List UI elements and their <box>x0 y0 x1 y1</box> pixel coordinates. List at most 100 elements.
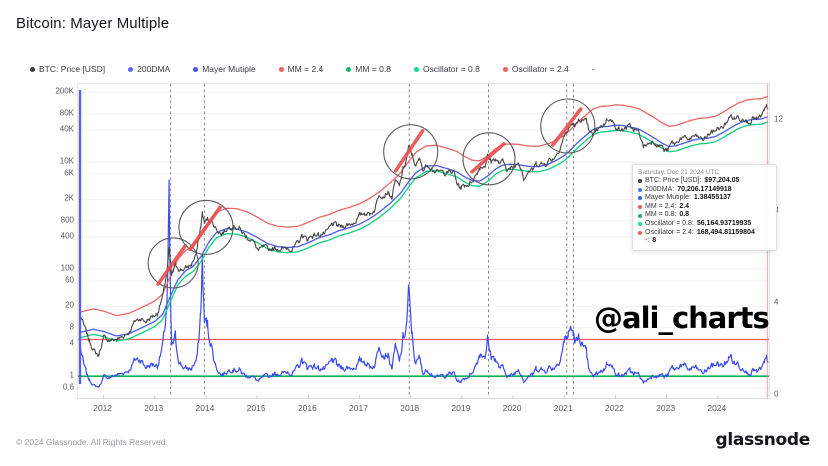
tooltip-dot-placeholder <box>638 239 642 243</box>
legend-item-4[interactable]: MM = 0.8 <box>346 64 391 74</box>
x-axis-tick-label: 2013 <box>144 403 164 413</box>
annotation-circle <box>383 124 439 180</box>
y-axis-right-tick-label: 12 <box>774 114 783 124</box>
tooltip-row: MM = 2.4: 2.4 <box>638 203 770 212</box>
y-axis-left-tick-label: 2K <box>64 193 74 203</box>
y-axis-left-tick-label: 40K <box>59 124 74 134</box>
annotation-trend-segment <box>156 244 187 286</box>
tooltip-value: 70,206.17149918 <box>677 185 732 193</box>
legend-item-label: Oscillator = 2.4 <box>511 64 569 74</box>
legend-item-label: MM = 2.4 <box>287 64 324 74</box>
y-axis-left-tick-label: 200K <box>55 86 74 96</box>
mayer-multiple-line <box>79 179 769 388</box>
tooltip-dot-icon <box>638 222 642 227</box>
tooltip-row: BTC: Price [USD]: $97,204.05 <box>638 177 770 186</box>
y-axis-left-tick-label: 4 <box>69 338 74 348</box>
tooltip-label: BTC: Price [USD]: <box>645 177 702 184</box>
tooltip-value: 0.8 <box>679 211 690 219</box>
y-axis-left-tick-label: 20 <box>65 300 74 310</box>
btc-price-line <box>79 104 769 358</box>
legend-item-1[interactable]: 200DMA <box>128 64 170 74</box>
tooltip-label: -: <box>645 237 650 245</box>
x-axis-tick-label: 2015 <box>246 403 266 413</box>
tooltip-date: Saturday, Dec 21 2024 UTC <box>638 169 720 176</box>
y-axis-left-tick-label: 0.6 <box>62 382 74 392</box>
tooltip-value: 8 <box>652 237 657 245</box>
x-axis-tick-label: 2021 <box>553 403 573 413</box>
y-axis-left-tick-label: 8 <box>69 322 74 332</box>
y-axis-left-tick-label: 800 <box>60 215 74 225</box>
tooltip-label: Oscillator = 0.8: <box>645 219 694 227</box>
legend-item-label: 200DMA <box>137 64 171 74</box>
tooltip-row: MM = 0.8: 0.8 <box>638 211 770 220</box>
y-axis-left-tick-label: 400 <box>60 231 74 241</box>
legend-item-label: Oscillator = 0.8 <box>422 64 480 74</box>
legend-item-7[interactable]: - <box>592 64 595 74</box>
chart-tooltip: Saturday, Dec 21 2024 UTC BTC: Price [US… <box>632 164 777 251</box>
legend-item-6[interactable]: Oscillator = 2.4 <box>502 64 569 74</box>
tooltip-dot-icon <box>638 213 642 218</box>
x-axis-tick-label: 2020 <box>502 403 522 413</box>
annotation-circle <box>540 98 596 154</box>
legend-item-0[interactable]: BTC: Price [USD] <box>30 64 105 74</box>
legend-item-label: - <box>591 64 595 74</box>
legend-item-5[interactable]: Oscillator = 0.8 <box>413 64 480 74</box>
tooltip-row: -: 8 <box>638 237 770 246</box>
x-axis-tick-label: 2024 <box>707 403 727 413</box>
legend-item-label: MM = 0.8 <box>355 64 391 74</box>
tooltip-value: 56,164.93719935 <box>696 219 752 227</box>
tooltip-row: Oscillator = 0.8: 56,164.93719935 <box>638 220 770 229</box>
annotation-trend-segment <box>550 107 583 147</box>
legend-dot-icon <box>193 66 199 72</box>
watermark: @ali_charts <box>594 301 770 335</box>
y-axis-left-tick-label: 60 <box>65 275 74 285</box>
tooltip-label: 200DMA: <box>645 185 675 193</box>
annotation-circle <box>178 199 234 255</box>
legend-dot-icon <box>413 66 419 72</box>
legend-item-3[interactable]: MM = 2.4 <box>278 64 324 74</box>
legend-item-label: BTC: Price [USD] <box>39 64 106 74</box>
x-axis-tick-label: 2018 <box>400 403 420 413</box>
chart-legend: BTC: Price [USD] 200DMA Mayer Mutiple MM = … <box>30 64 818 74</box>
x-axis-tick-label: 2023 <box>656 403 676 413</box>
legend-dot-icon <box>502 66 508 72</box>
y-axis-right-tick-label: 4 <box>774 297 779 307</box>
x-axis-tick-label: 2012 <box>93 403 113 413</box>
legend-dot-icon <box>346 66 352 72</box>
footer-copyright: © 2024 Glassnode. All Rights Reserved. <box>16 437 168 447</box>
annotation-trend-segment <box>470 141 506 174</box>
tooltip-value: $97,204.05 <box>704 177 740 184</box>
tooltip-dot-icon <box>638 230 642 235</box>
tooltip-dot-icon <box>638 179 642 184</box>
tooltip-dot-icon <box>638 196 642 201</box>
legend-item-2[interactable]: Mayer Mutiple <box>193 64 256 74</box>
tooltip-value: 168,494.81159804 <box>696 228 755 236</box>
tooltip-label: Oscillator = 2.4: <box>645 228 694 236</box>
tooltip-dot-icon <box>638 205 642 210</box>
tooltip-dot-icon <box>638 187 642 192</box>
annotation-trend-segment <box>188 205 222 252</box>
tooltip-label: Mayer Mutiple: <box>645 194 691 202</box>
tooltip-value: 1.38455137 <box>693 194 731 202</box>
glassnode-logo: glassnode <box>715 430 811 450</box>
tooltip-row: Mayer Mutiple: 1.38455137 <box>638 194 770 203</box>
annotation-circle <box>147 237 199 289</box>
x-axis-tick-label: 2014 <box>195 403 215 413</box>
tooltip-value: 2.4 <box>679 202 690 210</box>
legend-item-label: Mayer Mutiple <box>202 64 256 74</box>
y-axis-left-tick-label: 100 <box>60 263 74 273</box>
y-axis-left-tick-label: 6K <box>64 168 74 178</box>
y-axis-left-tick-label: 10K <box>59 156 74 166</box>
y-axis-right-tick-label: 0 <box>774 389 779 398</box>
tooltip-row: Oscillator = 2.4: 168,494.81159804 <box>638 229 770 238</box>
x-axis-tick-label: 2022 <box>604 403 624 413</box>
legend-dot-icon <box>128 66 134 72</box>
tooltip-label: MM = 2.4: <box>645 202 677 210</box>
x-axis-tick-label: 2019 <box>451 403 471 413</box>
y-axis-left-tick-label: 80K <box>59 108 74 118</box>
annotation-circle <box>462 132 516 186</box>
y-axis-left-tick-label: 1 <box>69 370 74 380</box>
legend-dot-icon <box>278 66 284 72</box>
legend-dot-icon <box>30 66 35 72</box>
